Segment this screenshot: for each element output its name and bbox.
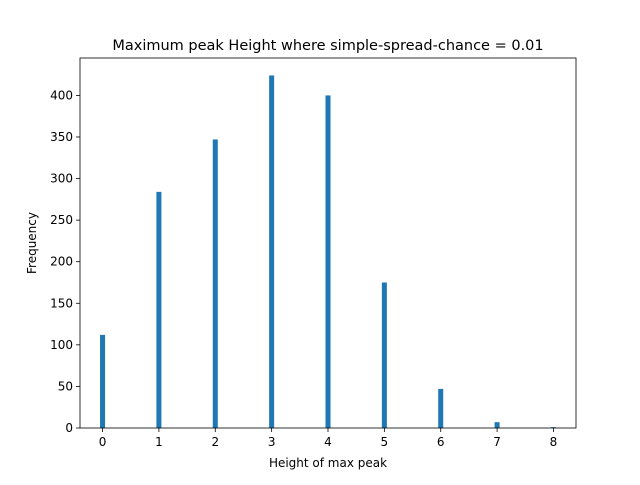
bars-layer [100, 75, 556, 429]
y-axis-label: Frequency [25, 212, 39, 274]
x-tick-label: 7 [493, 435, 501, 449]
bar-5 [381, 282, 387, 428]
x-tick-label: 0 [99, 435, 107, 449]
bar-3 [269, 75, 275, 429]
x-axis-label: Height of max peak [269, 456, 387, 470]
x-tick-label: 2 [211, 435, 219, 449]
y-tick-label: 150 [50, 296, 73, 310]
y-tick-label: 100 [50, 338, 73, 352]
x-tick-label: 5 [381, 435, 389, 449]
y-tick-label: 0 [65, 421, 73, 435]
y-tick-label: 250 [50, 213, 73, 227]
x-tick-label: 1 [155, 435, 163, 449]
y-tick-label: 350 [50, 130, 73, 144]
x-tick-label: 4 [324, 435, 332, 449]
bar-4 [325, 95, 331, 429]
bar-0 [100, 334, 106, 428]
bar-8 [550, 427, 556, 428]
y-tick-label: 300 [50, 172, 73, 186]
x-tick-label: 3 [268, 435, 276, 449]
chart-title: Maximum peak Height where simple-spread-… [112, 38, 543, 54]
bar-2 [212, 139, 218, 429]
y-tick-label: 400 [50, 88, 73, 102]
y-axis-ticks: 0 50 100 150 200 250 300 350 400 [50, 88, 80, 435]
x-tick-label: 8 [550, 435, 558, 449]
y-tick-label: 200 [50, 255, 73, 269]
y-tick-label: 50 [58, 379, 73, 393]
bar-6 [438, 388, 444, 428]
x-tick-label: 6 [437, 435, 445, 449]
bar-1 [156, 191, 162, 428]
bar-7 [494, 422, 500, 428]
x-axis-ticks: 0 1 2 3 4 5 6 7 8 [99, 428, 558, 449]
